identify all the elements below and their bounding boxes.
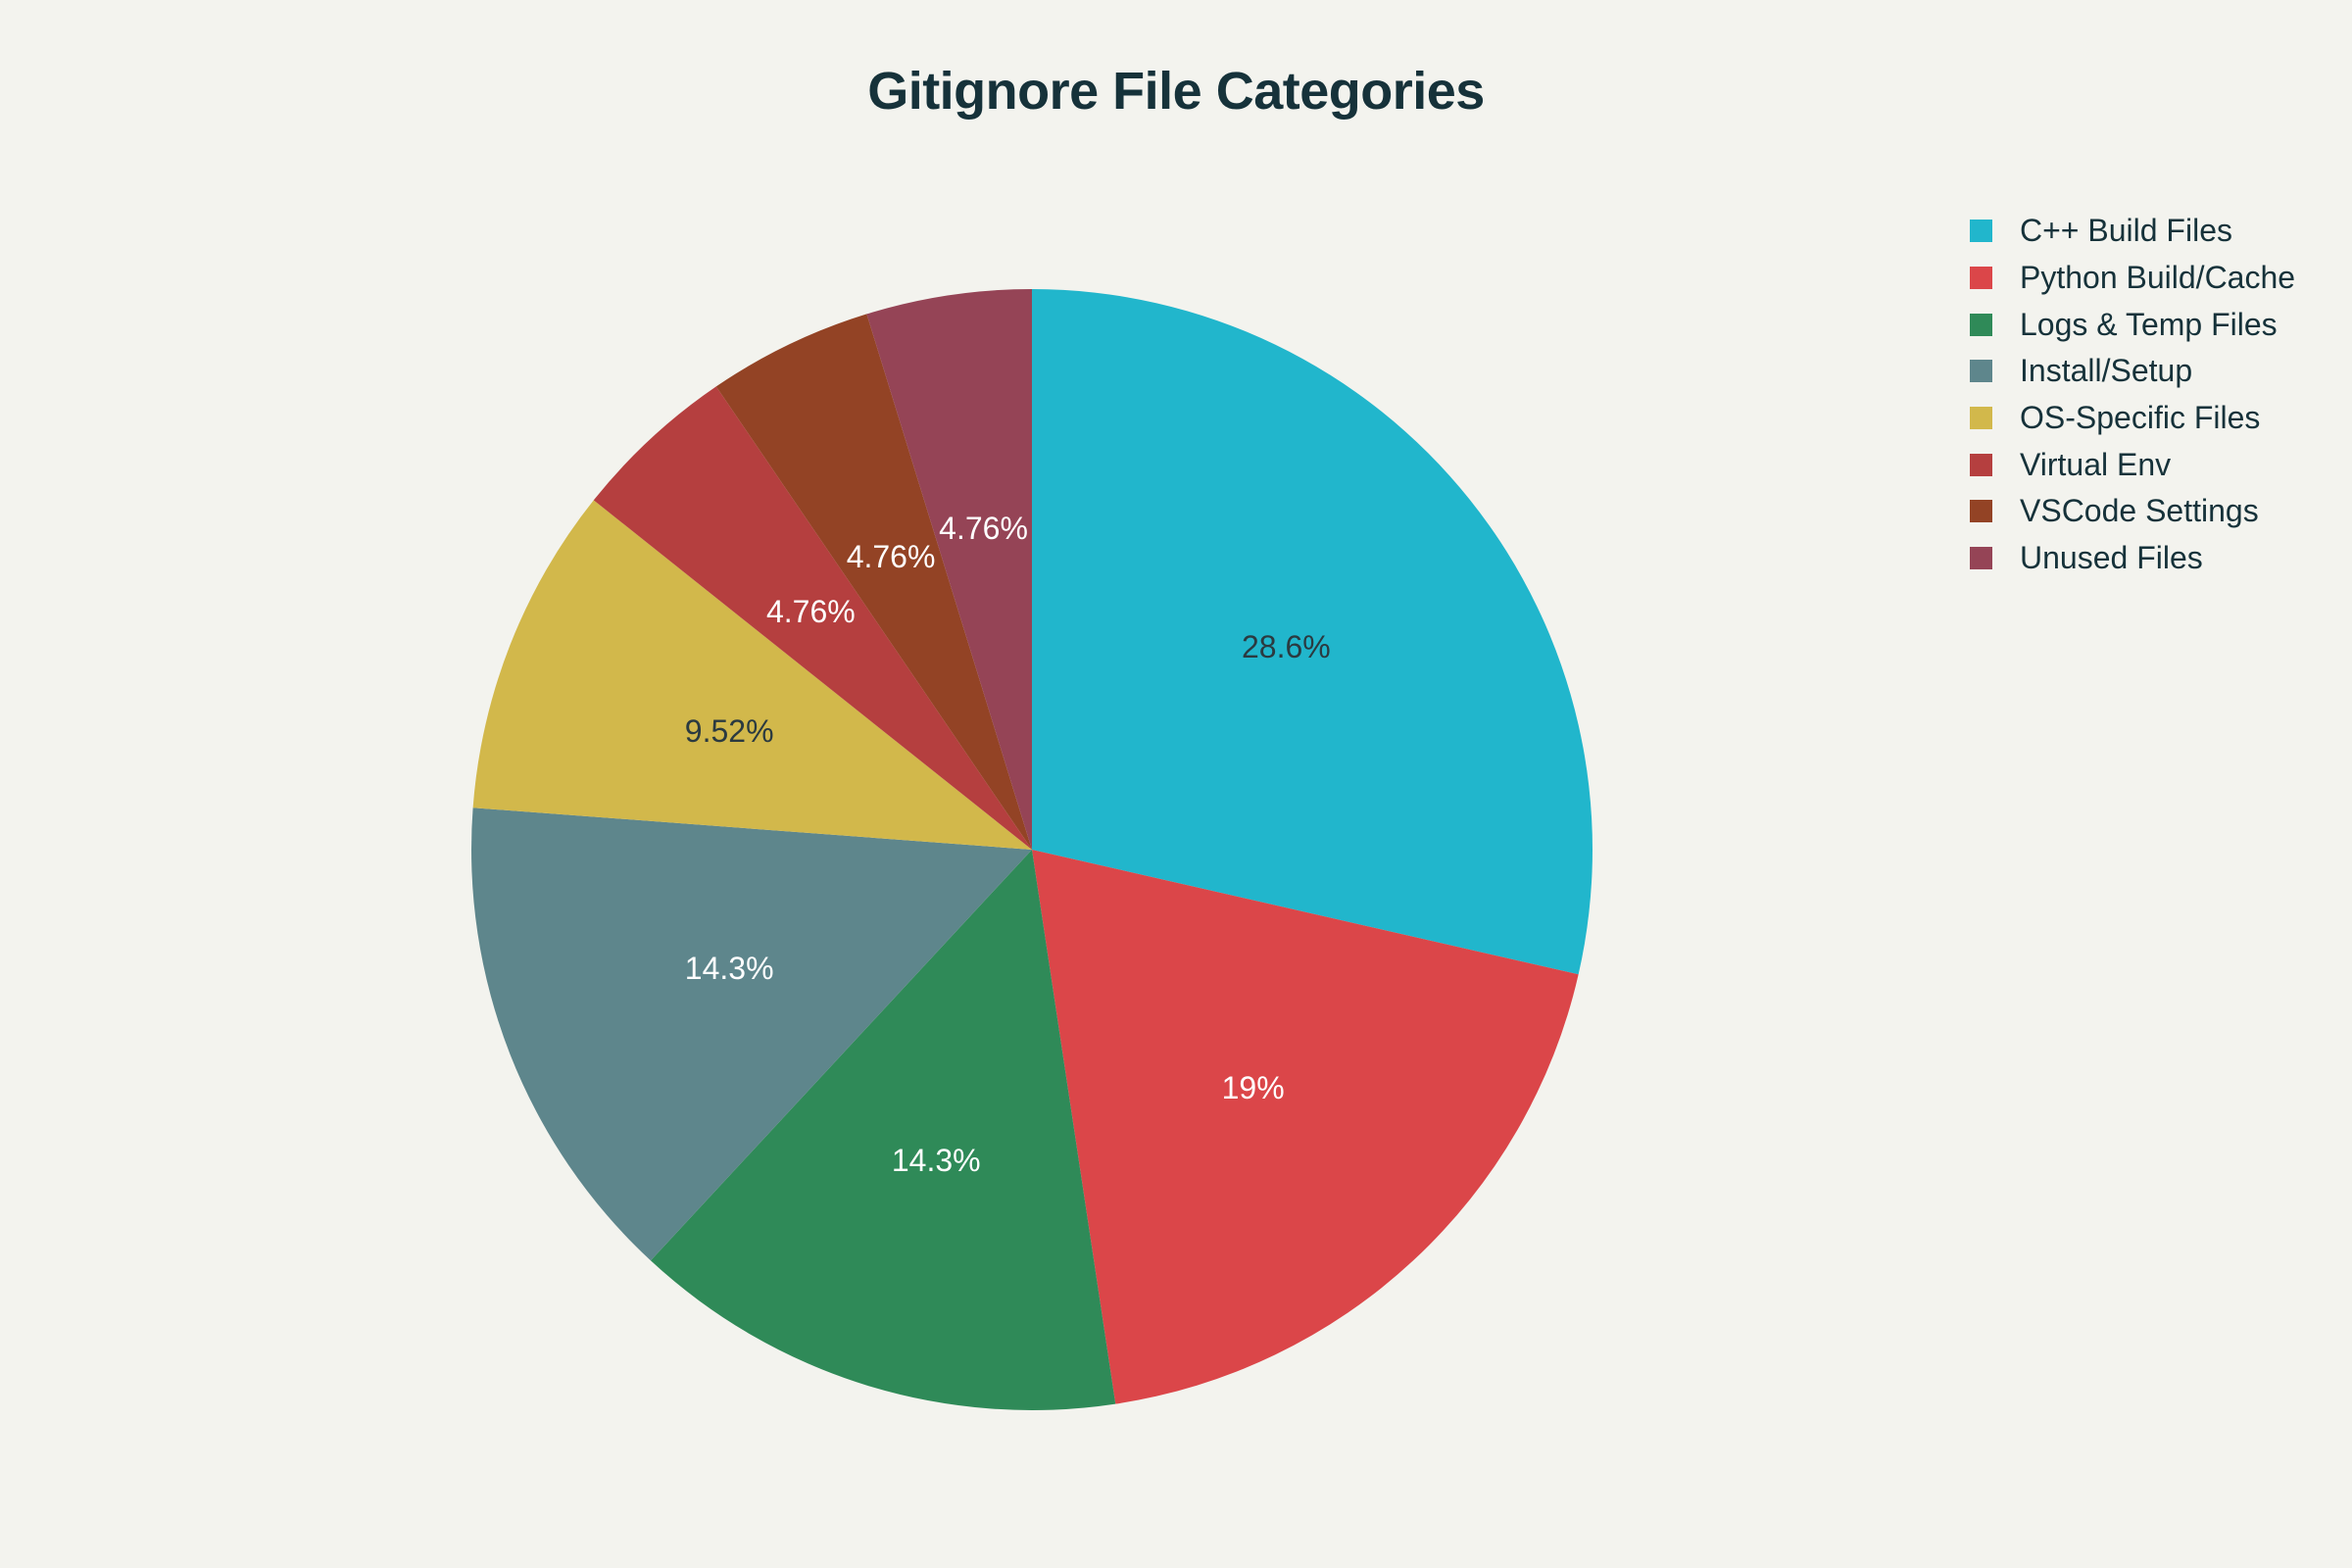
pie-slice-percent-label: 9.52% bbox=[685, 713, 774, 749]
legend-swatch bbox=[1970, 313, 1992, 336]
legend-label: Python Build/Cache bbox=[2020, 260, 2296, 296]
legend-item[interactable]: Logs & Temp Files bbox=[1970, 301, 2295, 348]
pie-slice-unused-files bbox=[866, 289, 1032, 850]
pie-slices bbox=[471, 289, 1592, 1410]
pie-slice-percent-label: 14.3% bbox=[685, 951, 774, 986]
chart-legend: C++ Build Files Python Build/Cache Logs & … bbox=[1970, 208, 2295, 582]
pie-slice-percent-label: 4.76% bbox=[939, 511, 1028, 546]
pie-slice-percent-label: 4.76% bbox=[766, 594, 856, 629]
pie-slice-install-setup bbox=[471, 808, 1032, 1261]
legend-swatch bbox=[1970, 407, 1992, 430]
legend-swatch bbox=[1970, 267, 1992, 290]
pie-slice-virtual-env bbox=[593, 386, 1032, 850]
legend-swatch bbox=[1970, 500, 1992, 523]
legend-item[interactable]: C++ Build Files bbox=[1970, 208, 2295, 255]
pie-slice-vscode-settings bbox=[715, 314, 1032, 850]
legend-label: OS-Specific Files bbox=[2020, 400, 2261, 436]
legend-swatch bbox=[1970, 453, 1992, 476]
legend-item[interactable]: VSCode Settings bbox=[1970, 488, 2295, 535]
legend-label: Install/Setup bbox=[2020, 353, 2193, 389]
legend-label: VSCode Settings bbox=[2020, 493, 2259, 529]
pie-slice-python-build-cache bbox=[1032, 850, 1579, 1404]
pie-slice-logs-temp-files bbox=[650, 850, 1116, 1410]
legend-item[interactable]: Virtual Env bbox=[1970, 441, 2295, 488]
legend-label: Virtual Env bbox=[2020, 446, 2172, 482]
pie-slice-os-specific-files bbox=[472, 500, 1032, 850]
pie-slice-c-build-files bbox=[1032, 289, 1592, 975]
legend-swatch bbox=[1970, 220, 1992, 243]
legend-swatch bbox=[1970, 360, 1992, 383]
legend-item[interactable]: Python Build/Cache bbox=[1970, 255, 2295, 302]
legend-swatch bbox=[1970, 547, 1992, 570]
legend-item[interactable]: Install/Setup bbox=[1970, 348, 2295, 395]
pie-slice-percent-label: 19% bbox=[1222, 1070, 1285, 1105]
chart-title: Gitignore File Categories bbox=[867, 62, 1485, 121]
legend-item[interactable]: Unused Files bbox=[1970, 535, 2295, 582]
pie-slice-percent-label: 4.76% bbox=[847, 539, 936, 574]
pie-slice-labels: 28.6%19%14.3%14.3%9.52%4.76%4.76%4.76% bbox=[685, 511, 1331, 1178]
legend-label: Logs & Temp Files bbox=[2020, 306, 2278, 342]
legend-label: C++ Build Files bbox=[2020, 213, 2232, 249]
pie-slice-percent-label: 14.3% bbox=[892, 1143, 981, 1178]
legend-label: Unused Files bbox=[2020, 540, 2203, 576]
legend-item[interactable]: OS-Specific Files bbox=[1970, 395, 2295, 442]
pie-slice-percent-label: 28.6% bbox=[1242, 629, 1331, 664]
